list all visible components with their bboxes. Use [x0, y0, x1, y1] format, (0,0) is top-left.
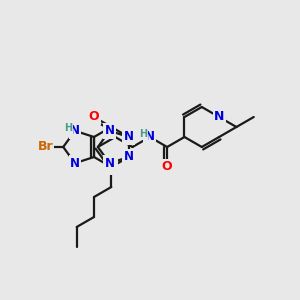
Text: H: H: [64, 123, 72, 133]
Text: Br: Br: [38, 140, 53, 154]
Text: O: O: [89, 110, 99, 124]
Text: N: N: [105, 124, 115, 137]
Text: N: N: [214, 110, 224, 124]
Text: O: O: [162, 160, 172, 173]
Text: N: N: [145, 130, 155, 143]
Text: N: N: [70, 124, 80, 137]
Text: N: N: [124, 130, 134, 143]
Text: N: N: [124, 151, 134, 164]
Text: N: N: [105, 157, 115, 170]
Text: H: H: [139, 129, 147, 139]
Text: N: N: [106, 160, 116, 173]
Text: N: N: [70, 157, 80, 170]
